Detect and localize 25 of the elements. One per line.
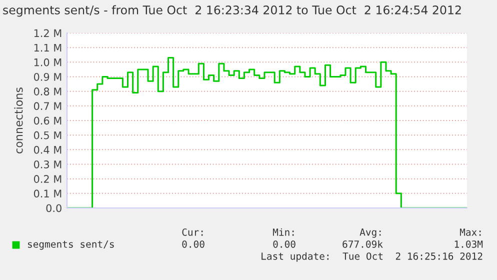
text: Avg:	[360, 228, 381, 238]
y-tick-label: 0.5 M	[34, 131, 62, 140]
y-tick-label: 1.0 M	[34, 58, 62, 66]
y-tick-label: 0.6 M	[34, 116, 62, 125]
text: 0.00	[273, 240, 296, 248]
y-tick-label: 0.4 M	[34, 146, 62, 154]
y-tick-label: 0.2 M	[34, 175, 62, 183]
y-tick-label: 0.0	[46, 204, 62, 212]
y-tick-label: 0.8 M	[34, 88, 62, 96]
y-tick-label: 0.3 M	[34, 160, 62, 168]
y-tick-label: 0.1 M	[34, 190, 62, 198]
text: 1.03M	[454, 240, 483, 248]
chart-title: segments sent/s - from Tue Oct 2 16:23:34 2012 to Tue Oct 2 16:24:54 2012	[3, 5, 461, 17]
legend-label: segments sent/s	[28, 240, 114, 250]
text: 677.09k	[342, 240, 383, 248]
y-tick-label: 1.1 M	[34, 44, 62, 52]
text: Cur:	[182, 228, 203, 236]
text: 0.00	[182, 240, 204, 248]
text: Min:	[272, 228, 294, 236]
text: Last update: Tue Oct 2 16:25:16 2012	[262, 252, 482, 262]
text: Max:	[460, 228, 481, 236]
y-tick-label: 0.7 M	[34, 102, 62, 110]
y-tick-label: 1.2 M	[34, 29, 62, 37]
y-tick-label: 0.9 M	[34, 72, 62, 81]
y-axis-title: connections	[14, 88, 23, 154]
